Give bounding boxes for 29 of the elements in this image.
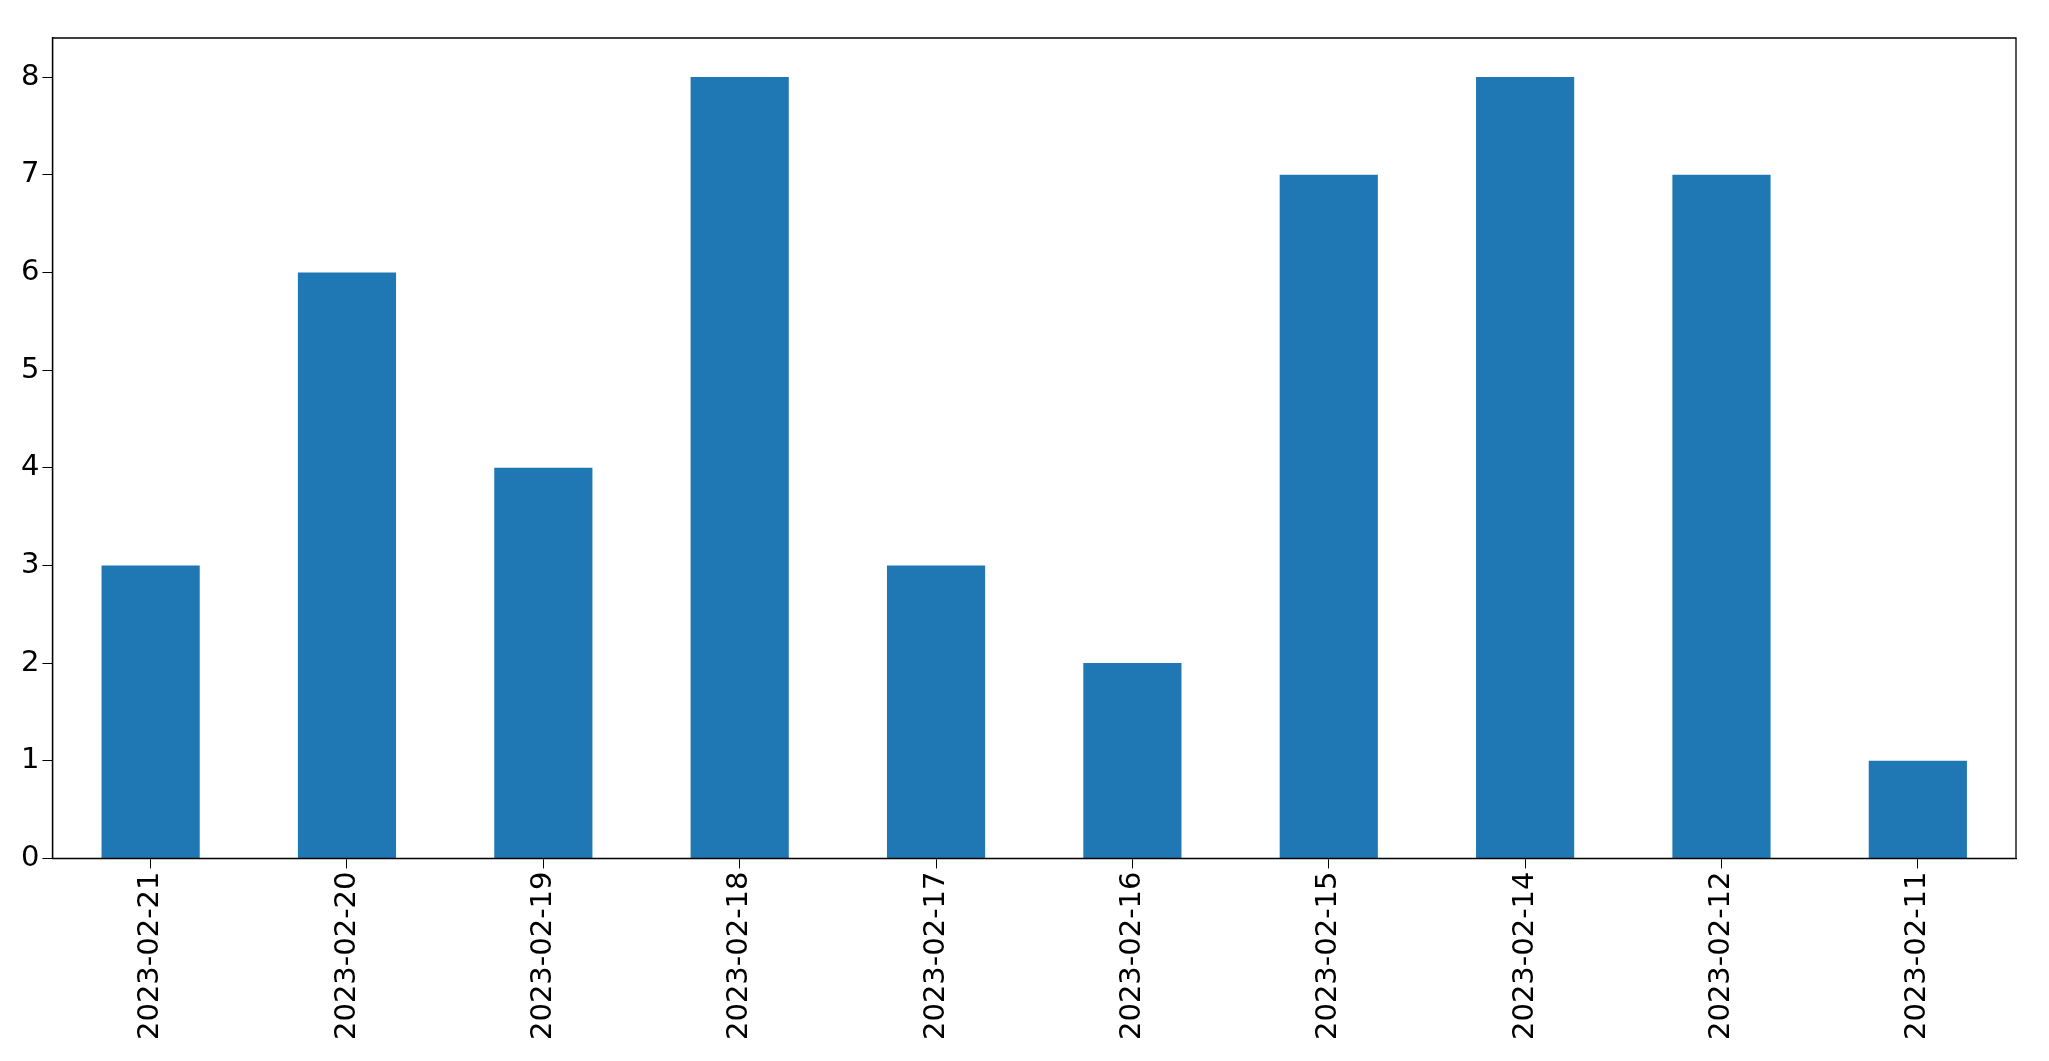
bar	[886, 565, 986, 858]
bar	[1476, 77, 1575, 858]
x-tick-label: 2023-02-18	[720, 871, 755, 1041]
y-tick-label: 0	[21, 839, 40, 873]
bar	[690, 77, 789, 858]
bar	[1868, 760, 1967, 858]
x-tick-label: 2023-02-16	[1112, 871, 1147, 1041]
x-tick-label: 2023-02-14	[1505, 871, 1540, 1041]
x-tick-label: 2023-02-17	[916, 871, 951, 1041]
y-tick-label: 2	[21, 643, 40, 678]
y-tick-label: 4	[21, 448, 40, 483]
x-tick-label: 2023-02-19	[523, 871, 558, 1041]
bar	[1672, 174, 1771, 858]
x-tick-label: 2023-02-21	[131, 871, 166, 1041]
x-tick-label: 2023-02-15	[1309, 871, 1344, 1041]
bar	[1083, 663, 1182, 858]
x-tick-label: 2023-02-11	[1898, 871, 1933, 1041]
bar	[1279, 174, 1378, 858]
bar	[494, 467, 593, 858]
y-tick-label: 8	[21, 57, 40, 92]
y-tick-label: 6	[21, 252, 40, 287]
bar	[101, 565, 200, 858]
y-tick-label: 1	[21, 741, 40, 776]
bar	[297, 272, 397, 858]
x-tick-label: 2023-02-20	[327, 871, 362, 1041]
x-tick-label: 2023-02-12	[1702, 871, 1736, 1041]
y-tick-label: 3	[21, 545, 40, 580]
y-tick-label: 7	[21, 155, 40, 190]
y-tick-label: 5	[21, 350, 40, 385]
